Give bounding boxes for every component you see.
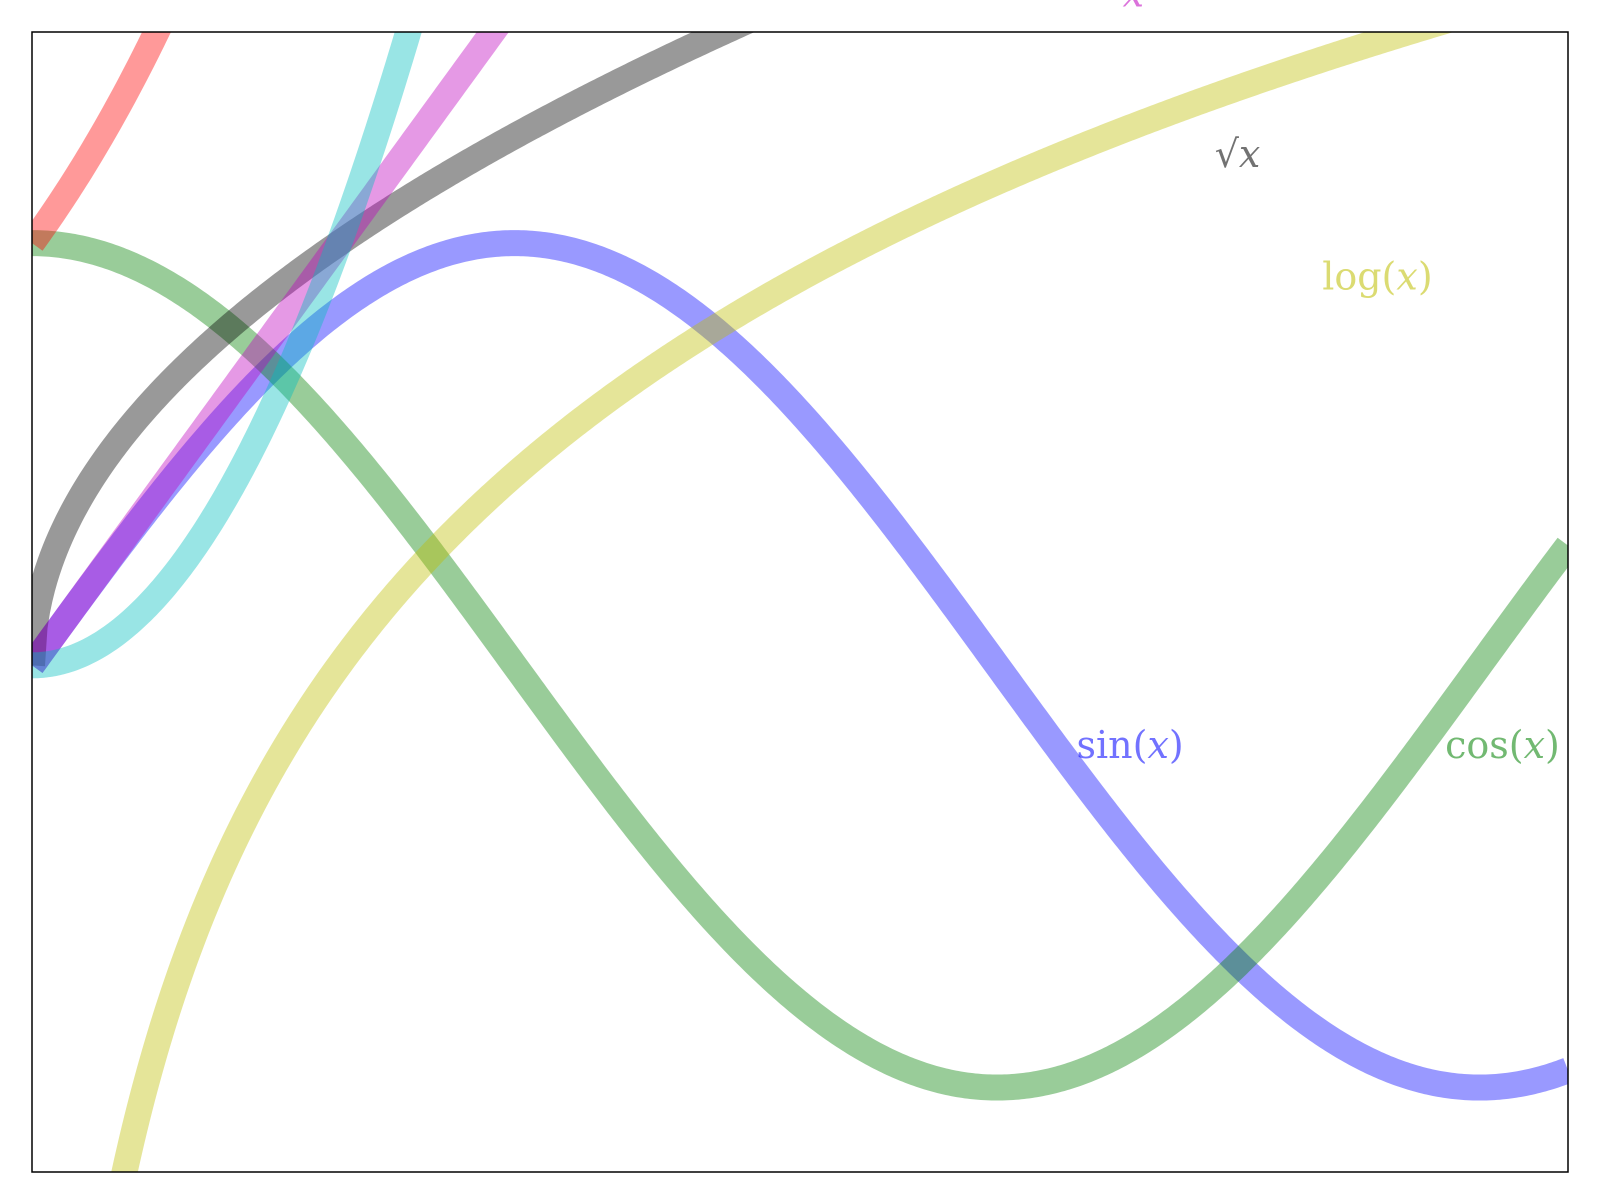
series-label-x: x [1123,0,1144,16]
series-label-part: sin( [1077,723,1148,767]
series-label-part: x [1123,0,1144,16]
series-label-log: log(x) [1322,255,1432,299]
series-line-exp [32,32,171,253]
series-label-part: √ [1215,132,1240,176]
series-label-part: cos( [1445,723,1524,767]
series-label-part: x [1147,723,1168,767]
series-line-log [111,32,1454,1172]
series-label-part: ) [1545,723,1560,767]
series-line-square [32,32,422,679]
series-label-sqrt: √x [1215,132,1261,176]
series-label-part: ) [1169,723,1184,767]
series-label-part: x [1396,255,1417,299]
series-label-sin: sin(x) [1077,723,1184,767]
curves-layer [32,32,1568,1172]
series-line-x [32,32,509,675]
series-label-cos: cos(x) [1445,723,1560,767]
series-line-sqrt [32,32,755,667]
plot-frame [31,31,1569,1173]
labels-layer: sin(x)cos(x)log(x)√xxx2ex [1077,0,1560,767]
series-label-part: x [1239,132,1260,176]
series-line-cos [32,230,1568,1101]
series-line-sin [32,230,1568,1101]
series-label-part: x [1524,723,1545,767]
series-label-part: log( [1322,255,1396,299]
series-label-part: ) [1418,255,1433,299]
